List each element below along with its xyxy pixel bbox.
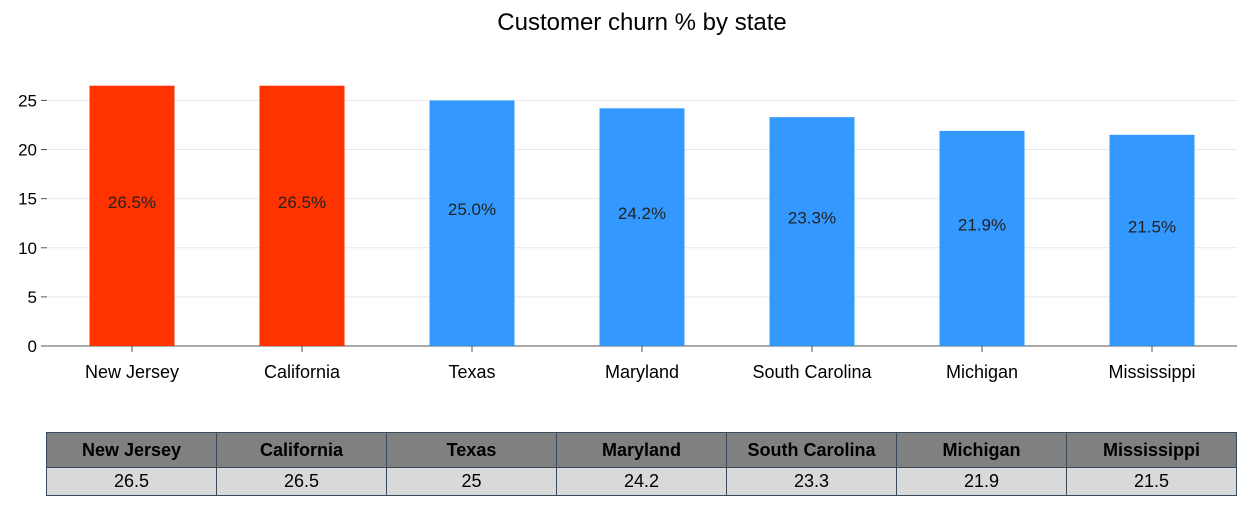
bar-mississippi bbox=[1109, 134, 1195, 346]
y-tick-label: 5 bbox=[28, 288, 37, 307]
bar-michigan bbox=[939, 130, 1025, 346]
data-label-new-jersey: 26.5% bbox=[108, 193, 156, 212]
data-label-south-carolina: 23.3% bbox=[788, 209, 836, 228]
table-header-new-jersey: New Jersey bbox=[46, 432, 217, 468]
data-label-mississippi: 21.5% bbox=[1128, 217, 1176, 236]
y-tick-label: 10 bbox=[18, 239, 37, 258]
y-tick-label: 0 bbox=[28, 337, 37, 356]
data-label-michigan: 21.9% bbox=[958, 215, 1006, 234]
table-cell-south-carolina: 23.3 bbox=[726, 467, 897, 496]
table-header-texas: Texas bbox=[386, 432, 557, 468]
table-cell-mississippi: 21.5 bbox=[1066, 467, 1237, 496]
table-header-mississippi: Mississippi bbox=[1066, 432, 1237, 468]
x-tick-label-texas: Texas bbox=[448, 362, 495, 382]
table-header-michigan: Michigan bbox=[896, 432, 1067, 468]
x-axis-labels: New Jersey California Texas Maryland South C… bbox=[85, 346, 1196, 382]
x-tick-label-maryland: Maryland bbox=[605, 362, 679, 382]
x-tick-label-mississippi: Mississippi bbox=[1108, 362, 1195, 382]
x-tick-label-new-jersey: New Jersey bbox=[85, 362, 179, 382]
bar-new-jersey bbox=[89, 85, 175, 346]
data-label-maryland: 24.2% bbox=[618, 204, 666, 223]
table-header-row: New Jersey California Texas Maryland Sou… bbox=[46, 432, 1237, 468]
churn-bar-chart: Customer churn % by state 0 5 10 15 20 25 26.… bbox=[18, 9, 1237, 382]
data-table: New Jersey California Texas Maryland Sou… bbox=[46, 432, 1237, 496]
data-label-texas: 25.0% bbox=[448, 200, 496, 219]
x-tick-label-south-carolina: South Carolina bbox=[752, 362, 872, 382]
bar-california bbox=[259, 85, 345, 346]
x-tick-label-michigan: Michigan bbox=[946, 362, 1018, 382]
bar-south-carolina bbox=[769, 117, 855, 347]
table-cell-texas: 25 bbox=[386, 467, 557, 496]
y-tick-label: 25 bbox=[18, 91, 37, 110]
table-cell-new-jersey: 26.5 bbox=[46, 467, 217, 496]
table-cell-maryland: 24.2 bbox=[556, 467, 727, 496]
y-tick-label: 15 bbox=[18, 190, 37, 209]
table-header-california: California bbox=[216, 432, 387, 468]
table-header-south-carolina: South Carolina bbox=[726, 432, 897, 468]
bar-texas bbox=[429, 100, 515, 346]
table-header-maryland: Maryland bbox=[556, 432, 727, 468]
table-cell-california: 26.5 bbox=[216, 467, 387, 496]
chart-title: Customer churn % by state bbox=[497, 9, 786, 36]
data-label-california: 26.5% bbox=[278, 193, 326, 212]
bar-maryland bbox=[599, 108, 685, 347]
x-tick-label-california: California bbox=[264, 362, 341, 382]
y-tick-label: 20 bbox=[18, 141, 37, 160]
table-row: 26.5 26.5 25 24.2 23.3 21.9 21.5 bbox=[46, 467, 1237, 496]
bars: 26.5% 26.5% 25.0% 24.2% 23.3% 21.9% 21.5% bbox=[89, 85, 1195, 347]
table-cell-michigan: 21.9 bbox=[896, 467, 1067, 496]
